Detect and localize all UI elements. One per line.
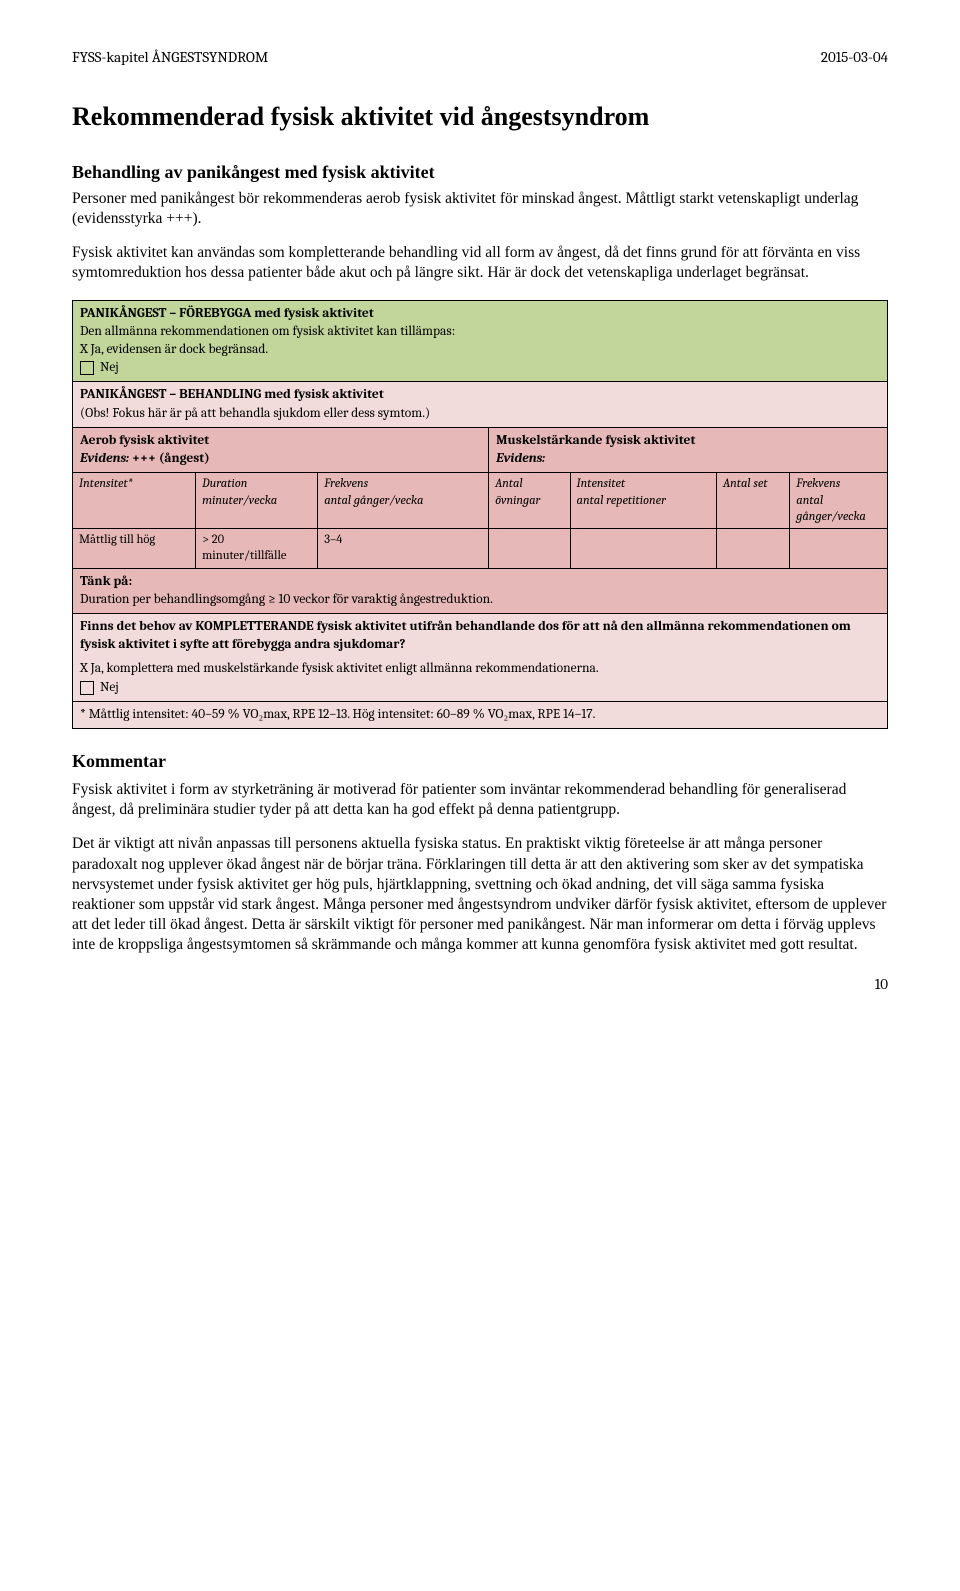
intro-paragraph-1: Personer med panikångest bör rekommender… [72, 189, 888, 229]
treatment-title: PANIKÅNGEST – BEHANDLING med fysisk akti… [80, 387, 384, 402]
cell-frekvens: 3–4 [317, 529, 488, 568]
col-frekvens-label: Frekvens [324, 477, 368, 491]
cell-intensitet: Måttlig till hög [73, 529, 195, 568]
sub-title: Behandling av panikångest med fysisk akt… [72, 162, 888, 183]
col-frekvens: Frekvens antal gånger/vecka [317, 473, 488, 528]
checkbox-icon [80, 361, 94, 375]
aerob-title: Aerob fysisk aktivitet [80, 433, 209, 448]
activity-type-row: Aerob fysisk aktivitet Evidens: +++ (ång… [73, 428, 887, 473]
cell-set [716, 529, 789, 568]
muscle-header: Muskelstärkande fysisk aktivitet Evidens… [488, 428, 887, 472]
footnote-row: * Måttlig intensitet: 40–59 % VO₂max, RP… [73, 702, 887, 728]
recommendation-box: PANIKÅNGEST – FÖREBYGGA med fysisk aktiv… [72, 300, 888, 730]
col-intens2-sub: antal repetitioner [577, 494, 666, 508]
col-antal-label: Antal [495, 477, 523, 491]
col-duration-sub: minuter/vecka [202, 494, 277, 508]
col-intens2-label: Intensitet [577, 477, 626, 491]
aerob-evidence-value: +++ (ångest) [129, 451, 210, 466]
comment-heading: Kommentar [72, 751, 888, 772]
intro-paragraph-2: Fysisk aktivitet kan användas som komple… [72, 243, 888, 283]
page: FYSS-kapitel ÅNGESTSYNDROM 2015-03-04 Re… [0, 0, 960, 1033]
cell-duration: > 20 minuter/tillfälle [195, 529, 317, 568]
checkbox-icon [80, 681, 94, 695]
col-duration: Duration minuter/vecka [195, 473, 317, 528]
complement-question: Finns det behov av KOMPLETTERANDE fysisk… [80, 618, 880, 654]
col-frek2-label: Frekvens [796, 477, 840, 491]
main-title: Rekommenderad fysisk aktivitet vid ånges… [72, 102, 888, 132]
col-frekvens-sub: antal gånger/vecka [324, 494, 423, 508]
col-intens2: Intensitet antal repetitioner [570, 473, 717, 528]
prevent-section: PANIKÅNGEST – FÖREBYGGA med fysisk aktiv… [73, 301, 887, 383]
treatment-header: PANIKÅNGEST – BEHANDLING med fysisk akti… [73, 382, 887, 427]
complement-yes: X Ja, komplettera med muskelstärkande fy… [80, 660, 880, 678]
header-left: FYSS-kapitel ÅNGESTSYNDROM [72, 48, 268, 66]
comment-p2: Det är viktigt att nivån anpassas till p… [72, 834, 888, 955]
aerob-header: Aerob fysisk aktivitet Evidens: +++ (ång… [73, 428, 488, 472]
prevent-line: Den allmänna rekommendationen om fysisk … [80, 323, 880, 341]
col-frek2: Frekvens antal gånger/vecka [789, 473, 887, 528]
think-text: Duration per behandlingsomgång ≥ 10 veck… [80, 592, 493, 607]
prevent-no-label: Nej [100, 359, 119, 377]
page-header: FYSS-kapitel ÅNGESTSYNDROM 2015-03-04 [72, 48, 888, 66]
col-duration-label: Duration [202, 477, 247, 491]
think-row: Tänk på: Duration per behandlingsomgång … [73, 569, 887, 614]
col-antal-sub: övningar [495, 494, 540, 508]
cell-antal [488, 529, 569, 568]
col-set: Antal set [716, 473, 789, 528]
complement-no-line: Nej [80, 679, 880, 697]
col-frek2-sub: antal gånger/vecka [796, 494, 866, 524]
muscle-title: Muskelstärkande fysisk aktivitet [496, 433, 695, 448]
col-intensitet: Intensitet* [73, 473, 195, 528]
cell-duration-val: > 20 [202, 533, 224, 547]
prevent-no-line: Nej [80, 359, 880, 377]
treatment-note: (Obs! Fokus här är på att behandla sjukd… [80, 406, 430, 421]
prevent-title: PANIKÅNGEST – FÖREBYGGA med fysisk aktiv… [80, 305, 880, 323]
table-header-row: Intensitet* Duration minuter/vecka Frekv… [73, 473, 887, 529]
muscle-evidence-label: Evidens: [496, 451, 545, 466]
cell-intens2 [570, 529, 717, 568]
aerob-evidence-label: Evidens: [80, 451, 129, 466]
complement-row: Finns det behov av KOMPLETTERANDE fysisk… [73, 614, 887, 702]
think-label: Tänk på: [80, 574, 132, 589]
header-right: 2015-03-04 [821, 48, 888, 66]
complement-no-label: Nej [100, 679, 119, 697]
cell-duration-unit: minuter/tillfälle [202, 549, 286, 563]
prevent-yes: X Ja, evidensen är dock begränsad. [80, 341, 880, 359]
comment-p1: Fysisk aktivitet i form av styrketräning… [72, 780, 888, 820]
col-antal: Antal övningar [488, 473, 569, 528]
page-number: 10 [72, 975, 888, 993]
cell-frek2 [789, 529, 887, 568]
table-data-row: Måttlig till hög > 20 minuter/tillfälle … [73, 529, 887, 569]
